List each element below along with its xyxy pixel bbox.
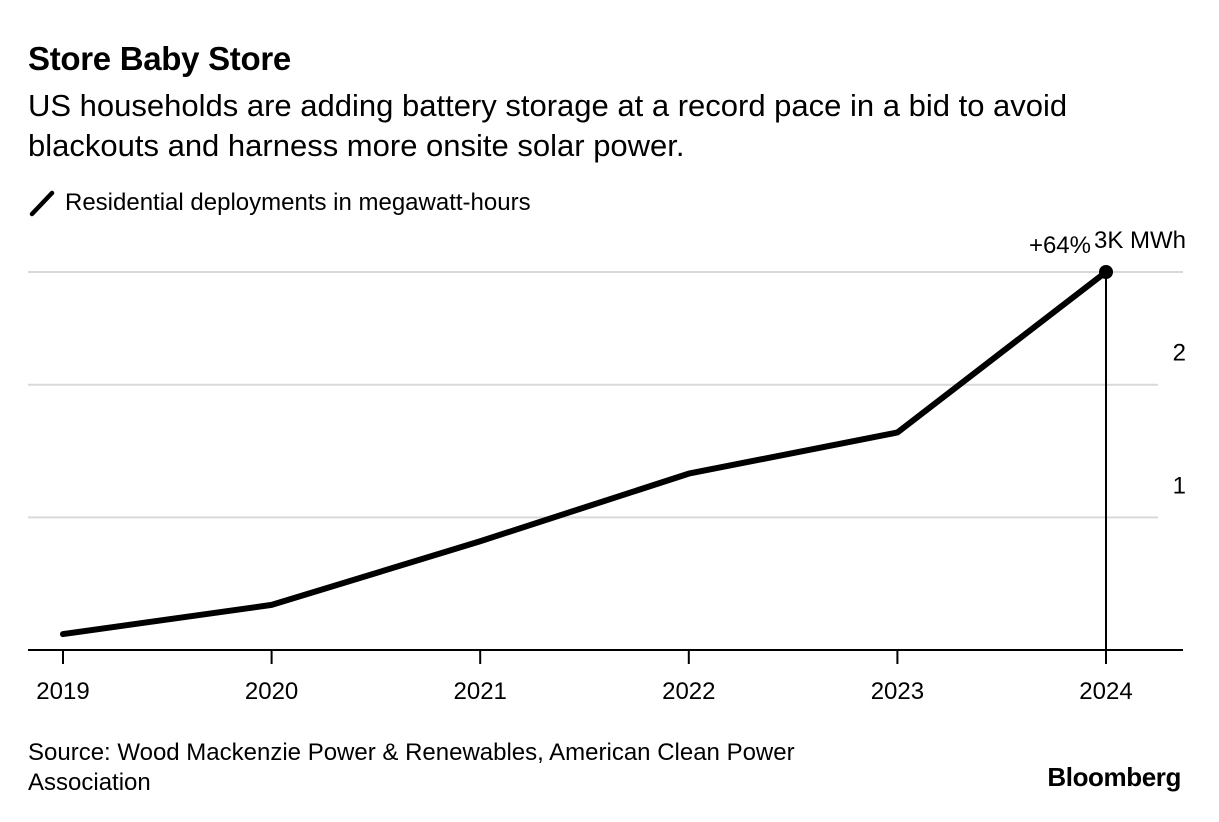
- x-tick-label: 2022: [662, 678, 715, 705]
- chart-subtitle: US households are adding battery storage…: [28, 88, 1068, 163]
- x-tick-label: 2023: [871, 678, 924, 705]
- chart-title: Store Baby Store: [28, 40, 291, 77]
- x-tick-label: 2024: [1079, 678, 1132, 705]
- x-tick-label: 2020: [245, 678, 298, 705]
- line-swatch-icon: [29, 190, 55, 217]
- legend-label: Residential deployments in megawatt-hour…: [65, 189, 531, 216]
- y-tick-label: 1: [1173, 472, 1186, 499]
- series-line: [60, 269, 1109, 638]
- x-tick-label: 2021: [454, 678, 507, 705]
- legend: Residential deployments in megawatt-hour…: [28, 185, 531, 221]
- brand-logo: Bloomberg: [1047, 762, 1181, 792]
- y-tick-label: 3K MWh: [1094, 227, 1186, 254]
- x-tick-label: 2019: [36, 678, 89, 705]
- annotation-label: +64%: [1029, 232, 1091, 259]
- source-note: Source: Wood Mackenzie Power & Renewable…: [28, 739, 795, 796]
- y-tick-label: 2: [1173, 340, 1186, 367]
